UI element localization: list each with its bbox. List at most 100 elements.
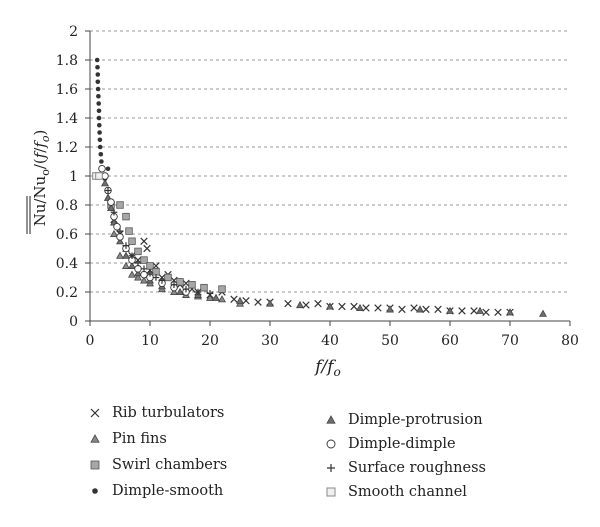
point-s0-11 — [170, 276, 178, 285]
point-s0-6 — [143, 244, 151, 253]
point-s6-9 — [158, 277, 166, 284]
point-s6-0 — [104, 187, 112, 194]
x-tick-label-7: 70 — [501, 333, 519, 349]
point-s4-7 — [134, 269, 142, 277]
point-s3-7 — [96, 108, 102, 114]
series-5 — [98, 164, 190, 296]
y-tick-label-1: 0.2 — [56, 285, 78, 301]
point-s3-4 — [95, 86, 101, 92]
svg-text:Nu/Nuo/(f/fo): Nu/Nuo/(f/fo) — [31, 130, 52, 227]
x-tick-label-6: 60 — [441, 333, 459, 349]
point-s0-38 — [482, 308, 490, 317]
point-s2-2 — [122, 212, 130, 221]
point-s4-19 — [416, 305, 424, 313]
point-s6-10 — [170, 281, 178, 289]
point-s4-14 — [266, 299, 274, 307]
point-s7-1 — [95, 172, 103, 180]
point-s0-18 — [230, 295, 238, 303]
point-s4-0 — [101, 179, 109, 187]
point-s0-27 — [350, 302, 358, 311]
point-s3-5 — [96, 93, 101, 99]
point-s4-15 — [296, 300, 304, 309]
point-s4-18 — [386, 305, 394, 313]
point-s4-23 — [539, 309, 547, 317]
point-s2-11 — [188, 281, 196, 289]
series-4 — [101, 179, 547, 317]
point-s6-13 — [206, 290, 214, 297]
point-s3-8 — [96, 115, 102, 121]
x-tick-label-0: 0 — [86, 333, 95, 349]
point-s1-5 — [134, 273, 142, 281]
point-s3-3 — [95, 79, 101, 85]
point-s0-33 — [422, 305, 430, 314]
point-s1-4 — [128, 270, 136, 278]
point-s6-11 — [182, 285, 190, 293]
point-s6-7 — [146, 269, 154, 277]
point-s3-12 — [97, 144, 103, 150]
x-tick-label-8: 80 — [561, 333, 579, 349]
y-tick-label-10: 2 — [69, 24, 78, 40]
point-s2-4 — [128, 237, 136, 245]
point-s0-13 — [182, 279, 190, 288]
y-tick-label-5: 1 — [69, 169, 78, 185]
point-s0-39 — [494, 308, 502, 317]
point-s5-5 — [113, 222, 121, 231]
y-tick-label-0: 0 — [69, 314, 78, 330]
point-s6-5 — [134, 259, 142, 267]
point-s2-12 — [200, 283, 208, 292]
point-s4-20 — [446, 306, 454, 314]
point-s1-9 — [170, 287, 178, 296]
point-s0-34 — [434, 305, 442, 314]
gridlines — [90, 30, 570, 293]
y-tick-label-9: 1.8 — [56, 53, 78, 69]
point-s6-1 — [110, 208, 118, 216]
point-s3-1 — [95, 64, 100, 70]
point-s0-22 — [284, 299, 292, 308]
point-s0-36 — [458, 307, 466, 315]
point-s3-10 — [97, 130, 102, 135]
y-tick-label-2: 0.4 — [56, 256, 78, 272]
x-tick-label-5: 50 — [381, 333, 399, 349]
point-s4-17 — [356, 303, 364, 311]
point-s3-11 — [97, 137, 103, 143]
point-s6-8 — [152, 274, 160, 281]
point-s2-5 — [134, 247, 142, 256]
point-s2-8 — [152, 267, 160, 276]
data-points — [92, 57, 547, 317]
point-s1-12 — [206, 293, 214, 301]
series-7 — [92, 172, 103, 180]
point-s3-13 — [98, 151, 104, 157]
point-s3-6 — [96, 101, 102, 106]
point-s6-3 — [122, 242, 130, 249]
point-s3-2 — [95, 72, 101, 77]
y-tick-label-8: 1.6 — [56, 82, 78, 98]
point-s2-9 — [164, 273, 172, 282]
point-s4-22 — [506, 308, 514, 316]
point-s0-28 — [362, 304, 370, 312]
point-s5-6 — [116, 233, 124, 241]
point-s1-13 — [218, 295, 226, 303]
point-s2-1 — [116, 201, 124, 209]
y-tick-label-3: 0.6 — [56, 227, 78, 243]
point-s3-9 — [96, 122, 102, 128]
point-s2-7 — [146, 262, 154, 270]
point-s6-2 — [116, 227, 124, 235]
point-s0-26 — [338, 302, 346, 311]
point-s3-18 — [105, 166, 111, 172]
point-s6-6 — [140, 265, 148, 273]
point-s4-16 — [326, 302, 334, 310]
series-0 — [110, 215, 514, 317]
point-s0-29 — [374, 304, 382, 312]
point-s4-12 — [212, 293, 220, 301]
series-2 — [107, 201, 226, 293]
point-s0-19 — [242, 296, 250, 305]
point-s6-12 — [194, 288, 202, 296]
axes — [85, 30, 571, 326]
point-s1-6 — [140, 276, 148, 284]
x-tick-label-2: 20 — [201, 333, 219, 349]
point-s0-20 — [254, 298, 262, 306]
point-s5-9 — [134, 265, 142, 273]
series-3 — [94, 57, 111, 182]
point-s5-0 — [98, 164, 106, 173]
